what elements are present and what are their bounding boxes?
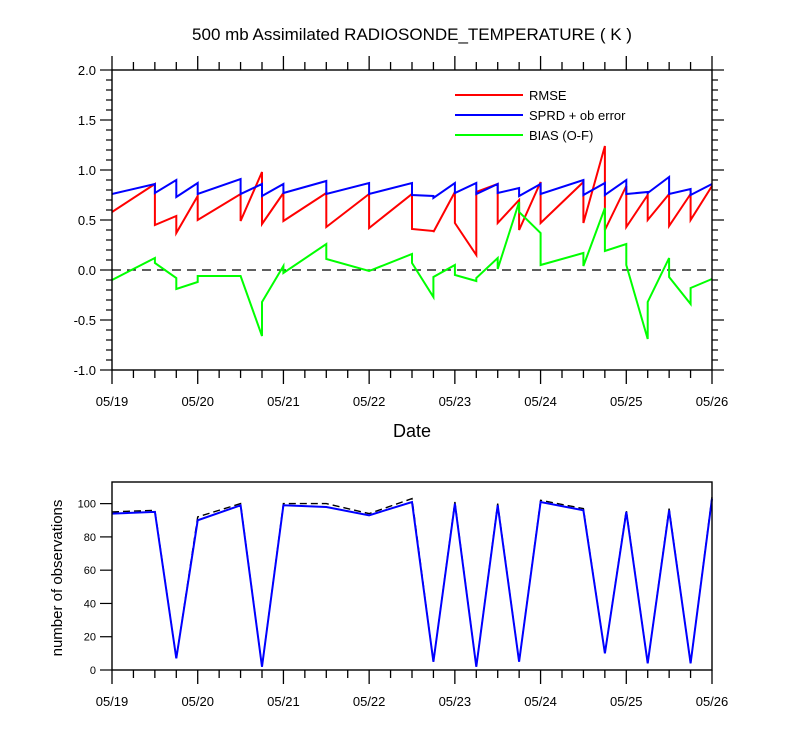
x-axis-label: Date bbox=[393, 421, 431, 441]
y-tick-label: 0.0 bbox=[78, 263, 96, 278]
obs-x-tick-label: 05/26 bbox=[696, 694, 729, 709]
obs-x-tick-label: 05/22 bbox=[353, 694, 386, 709]
obs-x-tick-label: 05/21 bbox=[267, 694, 300, 709]
x-tick-label: 05/26 bbox=[696, 394, 729, 409]
series-line-sprd-ob-error bbox=[111, 175, 713, 200]
y-tick-label: 1.0 bbox=[78, 163, 96, 178]
y-tick-label: -0.5 bbox=[74, 313, 96, 328]
obs-series-line-possible bbox=[111, 496, 713, 667]
obs-plot-frame bbox=[111, 481, 713, 671]
x-tick-label: 05/22 bbox=[353, 394, 386, 409]
y-tick-label: 1.5 bbox=[78, 113, 96, 128]
obs-y-tick-label: 0 bbox=[90, 665, 96, 677]
x-tick-label: 05/20 bbox=[181, 394, 214, 409]
y-tick-label: 2.0 bbox=[78, 63, 96, 78]
obs-x-tick-label: 05/25 bbox=[610, 694, 643, 709]
series-line-rmse bbox=[111, 145, 713, 259]
x-tick-label: 05/25 bbox=[610, 394, 643, 409]
obs-y-tick-label: 100 bbox=[78, 499, 96, 511]
legend-label-sprd-ob-error: SPRD + ob error bbox=[529, 108, 626, 123]
x-tick-label: 05/24 bbox=[524, 394, 557, 409]
y-axis-label-observations: number of observations bbox=[49, 500, 66, 657]
obs-y-tick-label: 80 bbox=[84, 532, 96, 544]
obs-x-tick-label: 05/19 bbox=[96, 694, 129, 709]
x-tick-label: 05/21 bbox=[267, 394, 300, 409]
obs-x-tick-labels: 05/19 05/20 05/21 05/22 05/23 05/24 05/25 05/26 bbox=[96, 694, 729, 709]
obs-y-tick-labels: 0 20 40 60 80 100 bbox=[78, 499, 96, 677]
x-tick-label: 05/19 bbox=[96, 394, 129, 409]
obs-series-group bbox=[111, 496, 713, 667]
main-ticks bbox=[100, 56, 724, 384]
main-x-tick-labels: 05/19 05/20 05/21 05/22 05/23 05/24 05/25 05/26 bbox=[96, 394, 729, 409]
obs-x-tick-label: 05/23 bbox=[439, 694, 472, 709]
main-panel: -1.0-0.50.00.51.01.52.0 05/19 05/20 05/21 0… bbox=[74, 56, 729, 441]
obs-y-tick-label: 20 bbox=[84, 632, 96, 644]
legend-label-rmse: RMSE bbox=[529, 88, 567, 103]
obs-series-line-used bbox=[111, 498, 713, 667]
chart-title: 500 mb Assimilated RADIOSONDE_TEMPERATUR… bbox=[192, 25, 632, 44]
legend-label-bias-o-f: BIAS (O-F) bbox=[529, 128, 593, 143]
main-series-group bbox=[111, 145, 713, 340]
main-y-tick-labels: -1.0 -0.5 0.0 0.5 1.0 1.5 2.0 bbox=[74, 63, 96, 378]
y-tick-label: -1.0 bbox=[74, 363, 96, 378]
series-line-bias-o-f bbox=[111, 201, 713, 340]
legend: RMSE SPRD + ob error BIAS (O-F) bbox=[455, 88, 626, 143]
x-tick-label: 05/23 bbox=[439, 394, 472, 409]
y-tick-label: 0.5 bbox=[78, 213, 96, 228]
obs-x-tick-label: 05/20 bbox=[181, 694, 214, 709]
obs-ticks bbox=[100, 503, 713, 684]
obs-x-tick-label: 05/24 bbox=[524, 694, 557, 709]
obs-y-tick-label: 40 bbox=[84, 598, 96, 610]
obs-y-tick-label: 60 bbox=[84, 565, 96, 577]
